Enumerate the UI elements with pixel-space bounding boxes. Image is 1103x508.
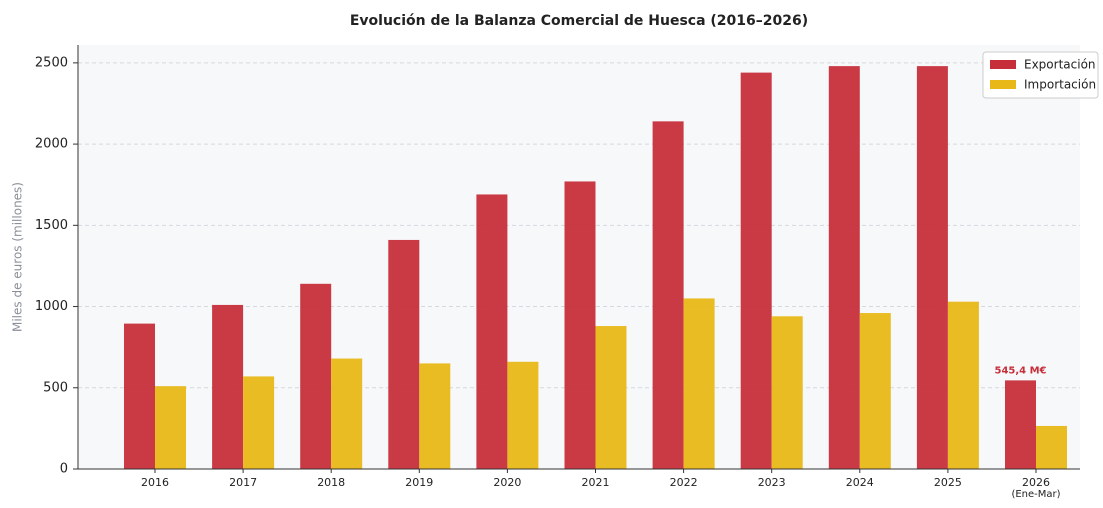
legend-swatch	[990, 60, 1016, 69]
bar	[331, 358, 363, 469]
y-tick-label: 1000	[35, 299, 68, 314]
x-tick-label: 2025	[934, 476, 962, 489]
bar	[828, 66, 860, 469]
x-tick-label: 2018	[317, 476, 345, 489]
bar	[947, 301, 979, 469]
bar	[916, 66, 948, 469]
legend-label: Importación	[1024, 78, 1096, 92]
bar	[595, 326, 627, 469]
bar	[124, 323, 155, 469]
x-tick-label: 2020	[493, 476, 521, 489]
y-axis-label: Miles de euros (millones)	[11, 182, 25, 332]
x-tick-label: 2019	[405, 476, 433, 489]
bar	[1036, 425, 1067, 469]
bar	[419, 363, 451, 469]
x-tick-label: 2022	[670, 476, 698, 489]
y-tick-label: 2000	[35, 137, 68, 152]
bar	[859, 313, 891, 469]
y-tick-label: 1500	[35, 218, 68, 233]
y-tick-label: 0	[60, 462, 68, 477]
bar	[388, 239, 420, 469]
chart-title: Evolución de la Balanza Comercial de Hue…	[350, 13, 808, 29]
bar	[155, 386, 186, 469]
bar	[300, 283, 332, 469]
y-tick-label: 2500	[35, 55, 68, 70]
data-label: 545,4 M€	[994, 365, 1046, 376]
x-tick-label: 2016	[141, 476, 169, 489]
bar	[507, 361, 539, 469]
bar	[212, 304, 244, 469]
bar	[243, 376, 275, 469]
bar	[683, 298, 715, 469]
x-tick-label: 2026 (Ene-Mar)	[1011, 476, 1060, 500]
bar	[564, 181, 596, 469]
x-tick-label: 2021	[582, 476, 610, 489]
x-tick-label: 2023	[758, 476, 786, 489]
x-tick-label: 2024	[846, 476, 874, 489]
bar	[771, 316, 803, 469]
bar	[652, 121, 684, 470]
x-tick-label: 2017	[229, 476, 257, 489]
bar	[740, 72, 772, 470]
y-tick-label: 500	[43, 380, 68, 395]
legend-swatch	[990, 80, 1016, 89]
bar	[1005, 380, 1036, 469]
legend-label: Exportación	[1024, 58, 1096, 72]
bar	[476, 194, 508, 469]
